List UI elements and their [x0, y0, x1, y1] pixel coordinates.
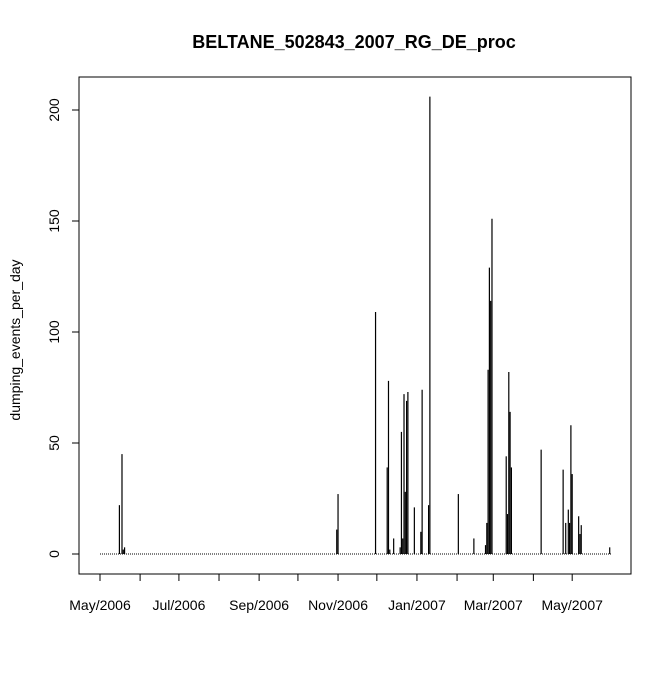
y-tick-label: 100	[46, 320, 62, 344]
x-tick-label: Nov/2006	[308, 597, 368, 613]
y-tick-label: 50	[46, 435, 62, 451]
x-tick-label: Sep/2006	[229, 597, 289, 613]
y-tick-label: 200	[46, 98, 62, 122]
x-tick-label: Jul/2006	[152, 597, 205, 613]
x-tick-label: Mar/2007	[464, 597, 523, 613]
y-axis: 0 50 100 150 200	[46, 98, 80, 558]
x-tick-label: Jan/2007	[388, 597, 446, 613]
chart-title: BELTANE_502843_2007_RG_DE_proc	[192, 32, 516, 52]
x-tick-label: May/2007	[541, 597, 603, 613]
bar-series	[100, 96, 611, 555]
x-tick-label: May/2006	[69, 597, 131, 613]
y-axis-label: dumping_events_per_day	[7, 259, 23, 420]
y-tick-label: 150	[46, 209, 62, 233]
y-tick-label: 0	[46, 550, 62, 558]
plot-frame	[78, 76, 632, 575]
x-axis: May/2006 Jul/2006 Sep/2006 Nov/2006 Jan/2007…	[69, 573, 603, 613]
